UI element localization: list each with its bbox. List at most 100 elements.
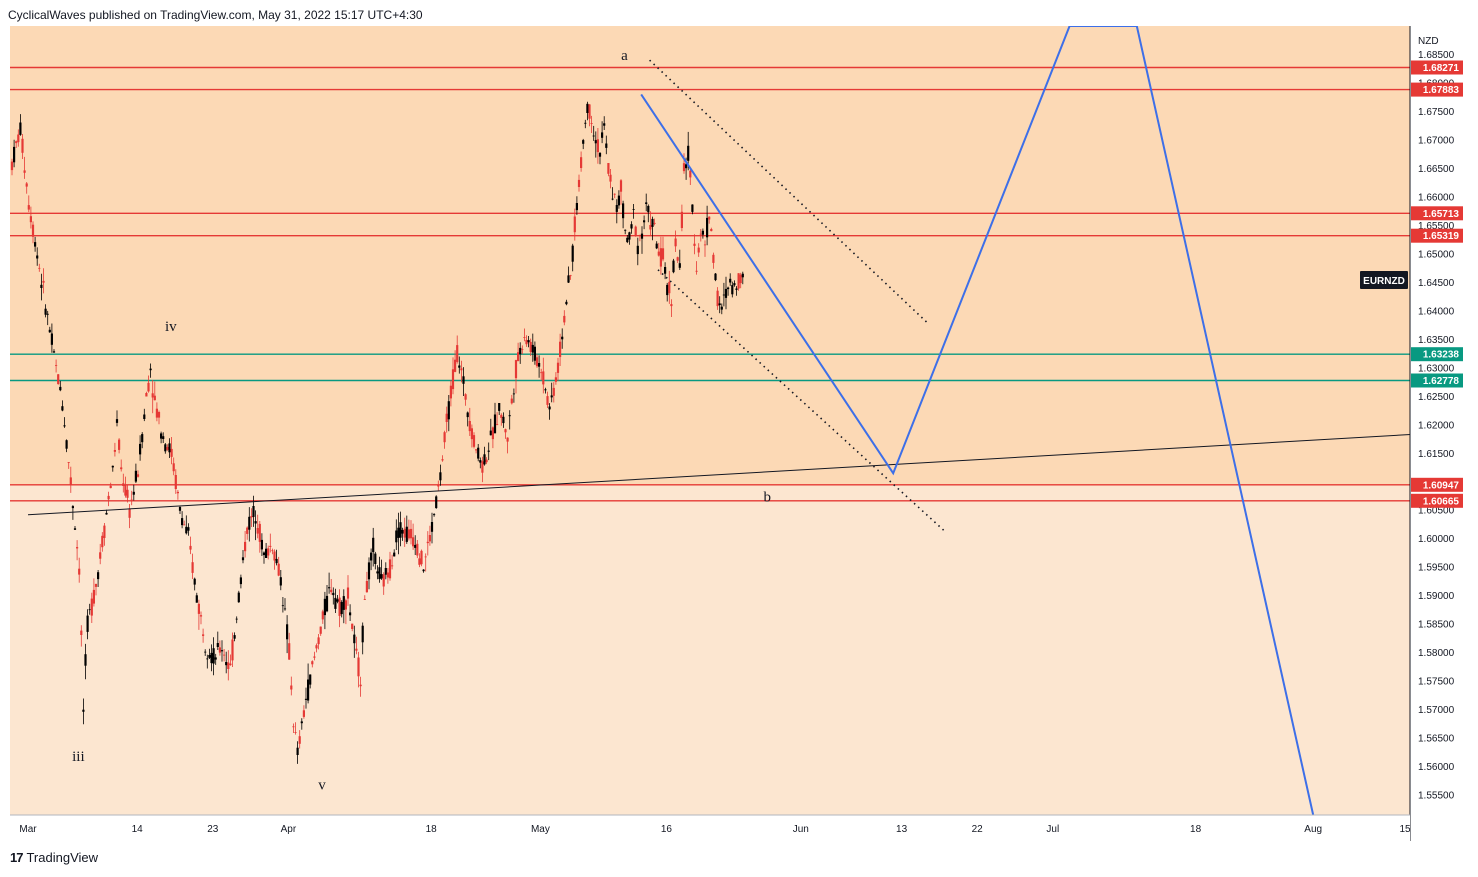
candle-body-219 [470,428,473,440]
candle-body-234 [502,416,505,424]
candle-body-180 [388,559,392,579]
candle-body-320 [682,163,686,172]
candle-body-115 [252,506,255,517]
candle-body-132 [288,643,291,660]
y-tick-6: 1.65500 [1418,221,1455,232]
candle-body-158 [342,596,345,610]
candle-body-251 [538,363,541,367]
y-tick-16: 1.60500 [1418,506,1455,517]
y-tick-19: 1.59000 [1418,591,1455,602]
y-tick-4: 1.66500 [1418,164,1455,175]
candle-body-227 [487,450,490,452]
candle-body-6 [23,170,26,173]
candle-body-347 [739,274,742,284]
candle-body-63 [143,414,146,419]
candle-body-170 [367,562,371,580]
candle-body-240 [514,360,518,379]
candle-body-7 [25,183,28,187]
candle-body-209 [449,385,452,399]
level-badge-6 [1411,477,1463,492]
candle-body-348 [741,273,744,278]
candle-body-278 [594,140,597,144]
candle-body-332 [708,216,711,220]
candle-body-33 [80,630,83,635]
candle-body-304 [649,225,652,230]
symbol-badge[interactable]: EURNZD [1360,271,1408,289]
candle-body-116 [254,521,257,524]
candle-body-236 [506,437,509,442]
candle-body-60 [136,474,140,477]
candle-body-47 [109,485,112,489]
candle-body-25 [63,425,66,427]
candle-body-39 [92,589,95,604]
candle-body-263 [563,315,566,323]
candle-body-193 [416,543,419,556]
candle-body-16 [44,308,47,315]
candle-body-221 [475,449,478,451]
candle-body-136 [296,747,299,755]
candle-body-182 [393,552,396,557]
candle-body-100 [220,650,224,652]
candle-body-165 [357,657,360,677]
level-badge-7 [1411,493,1463,508]
candle-body-69 [155,408,158,418]
candle-body-333 [710,229,713,232]
candle-body-106 [233,635,236,639]
candle-body-53 [122,483,125,486]
candle-body-298 [636,245,639,255]
candle-body-55 [126,489,129,498]
candle-body-302 [645,202,648,204]
x-tick-5: May [531,824,550,835]
candle-body-147 [319,626,322,634]
y-tick-18: 1.59500 [1418,563,1455,574]
candle-body-122 [267,548,270,556]
candle-body-319 [680,211,683,228]
y-tick-22: 1.57500 [1418,677,1455,688]
footer-brand: TradingView [26,850,99,865]
candle-body-330 [703,244,707,246]
candle-body-309 [659,248,662,267]
candle-body-315 [672,260,675,273]
time-axis[interactable] [10,815,1410,841]
candle-body-177 [382,574,385,587]
candle-body-203 [437,485,440,487]
candle-body-239 [512,393,515,395]
candle-body-249 [533,346,536,361]
candle-body-154 [334,597,337,609]
x-tick-8: 13 [896,824,908,835]
candle-body-85 [189,545,192,550]
y-tick-3: 1.67000 [1418,135,1455,146]
candle-body-322 [687,145,690,161]
candle-body-290 [619,180,623,192]
candle-body-105 [231,639,234,661]
candle-body-161 [349,612,352,616]
y-tick-9: 1.64000 [1418,306,1455,317]
candle-body-328 [699,233,702,235]
candle-body-196 [422,569,425,572]
candle-body-252 [540,372,543,374]
candle-body-246 [527,340,530,343]
candle-body-191 [412,537,415,547]
candle-body-91 [202,634,205,636]
candle-body-3 [17,134,20,143]
candle-body-185 [399,522,402,538]
candle-body-2 [15,141,18,144]
footer[interactable]: 17 TradingView [10,850,98,865]
candle-body-54 [124,485,127,496]
candle-body-35 [84,654,87,666]
upper-band [10,26,1410,485]
candle-body-276 [590,123,593,124]
candle-body-1 [13,146,16,163]
x-tick-9: 22 [972,824,984,835]
candle-body-255 [546,396,549,405]
candle-body-300 [640,233,644,239]
y-tick-7: 1.65000 [1418,249,1455,260]
candle-body-114 [250,516,253,518]
candle-body-36 [86,615,89,632]
candle-body-338 [720,306,723,310]
price-axis[interactable] [1410,26,1470,815]
candle-body-38 [90,598,93,616]
candle-body-24 [61,406,64,411]
